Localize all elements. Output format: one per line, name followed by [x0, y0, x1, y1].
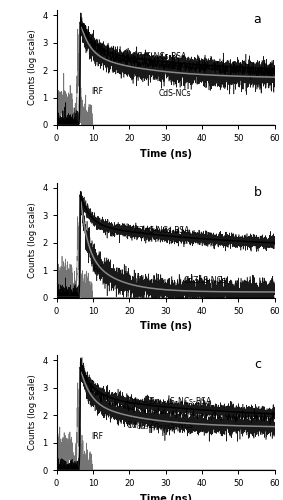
Text: IRF: IRF — [91, 432, 103, 441]
Text: CdZnS-NCs: CdZnS-NCs — [184, 276, 226, 285]
Text: CdS-NCs-BSA: CdS-NCs-BSA — [136, 52, 187, 60]
Text: c: c — [254, 358, 261, 372]
Y-axis label: Counts (log scale): Counts (log scale) — [28, 30, 37, 106]
Y-axis label: Counts (log scale): Counts (log scale) — [28, 202, 37, 278]
Y-axis label: Counts (log scale): Counts (log scale) — [28, 374, 37, 450]
X-axis label: Time (ns): Time (ns) — [140, 494, 192, 500]
X-axis label: Time (ns): Time (ns) — [140, 148, 192, 158]
Text: CdZnS-NCs-BSA: CdZnS-NCs-BSA — [129, 226, 190, 234]
Text: Cd$_{0.25}$Zn$_{0.75}$S-NCs-BSA: Cd$_{0.25}$Zn$_{0.75}$S-NCs-BSA — [126, 395, 212, 407]
X-axis label: Time (ns): Time (ns) — [140, 321, 192, 331]
Text: IRF: IRF — [91, 87, 103, 96]
Text: IRF: IRF — [91, 265, 103, 274]
Text: b: b — [254, 186, 261, 199]
Text: Cd$_{0.25}$Zn$_{0.75}$S-NCs: Cd$_{0.25}$Zn$_{0.75}$S-NCs — [126, 420, 194, 432]
Text: CdS-NCs: CdS-NCs — [158, 88, 191, 98]
Text: a: a — [254, 14, 261, 26]
